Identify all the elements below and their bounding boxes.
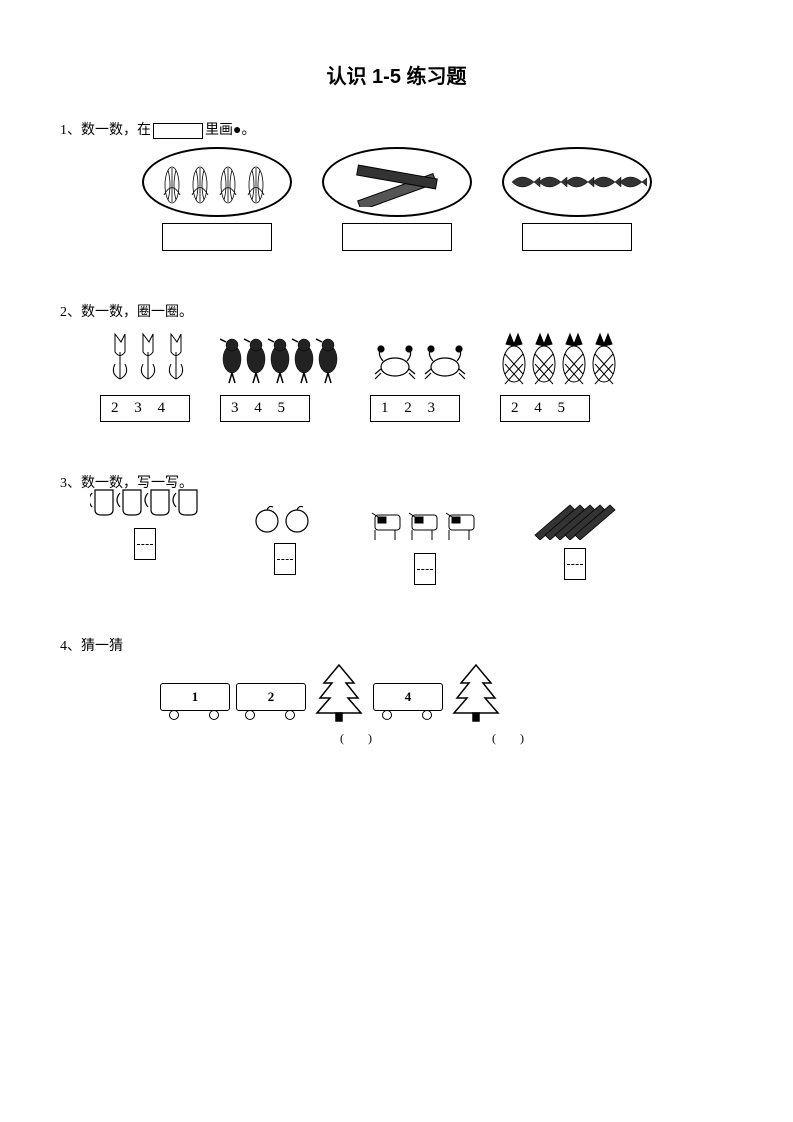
car-2: 2 bbox=[236, 683, 306, 711]
q2-text: 2、数一数，圈一圈。 bbox=[60, 301, 733, 321]
crab-icon bbox=[370, 334, 470, 389]
car-4-num: 4 bbox=[405, 689, 412, 705]
answer-box-2[interactable] bbox=[342, 223, 452, 251]
q3-item-1 bbox=[90, 480, 200, 560]
q4-text: 4、猜一猜 bbox=[60, 635, 733, 655]
oval-rulers bbox=[322, 147, 472, 217]
tree-icon bbox=[449, 663, 504, 723]
paren-1[interactable]: ( ) bbox=[340, 729, 372, 746]
inline-box bbox=[153, 123, 203, 139]
q1-text: 1、数一数，在 里画●。 bbox=[60, 119, 733, 139]
q3-item-4 bbox=[530, 500, 620, 580]
num-box-4[interactable]: 2 4 5 bbox=[500, 395, 590, 422]
question-4: 4、猜一猜 1 2 4 ( ) ( ) bbox=[60, 635, 733, 746]
corn-icon bbox=[152, 155, 282, 210]
cup-icon bbox=[90, 480, 200, 520]
cow-icon bbox=[370, 500, 480, 545]
q3-item-3 bbox=[370, 500, 480, 585]
pineapple-icon bbox=[500, 329, 620, 389]
question-2: 2、数一数，圈一圈。 2 3 4 bbox=[60, 301, 733, 422]
oval-fish bbox=[502, 147, 652, 217]
q1-item-3 bbox=[502, 147, 652, 251]
num-box-3[interactable]: 1 2 3 bbox=[370, 395, 460, 422]
q1-item-1 bbox=[142, 147, 292, 251]
write-box-1[interactable] bbox=[134, 528, 156, 560]
page-title: 认识 1-5 练习题 bbox=[60, 60, 733, 89]
fish-icon bbox=[507, 157, 647, 207]
apple-icon bbox=[250, 500, 320, 535]
car-1: 1 bbox=[160, 683, 230, 711]
answer-box-3[interactable] bbox=[522, 223, 632, 251]
answer-box-1[interactable] bbox=[162, 223, 272, 251]
question-1: 1、数一数，在 里画●。 bbox=[60, 119, 733, 251]
tulip-icon bbox=[100, 329, 190, 389]
q2-item-2: 3 4 5 bbox=[220, 329, 340, 422]
train-row: 1 2 4 bbox=[160, 663, 600, 711]
car-1-num: 1 bbox=[192, 689, 199, 705]
pencil-icon bbox=[530, 500, 620, 540]
q1-label-a: 1、数一数，在 bbox=[60, 123, 151, 138]
q1-label-b: 里画●。 bbox=[205, 123, 255, 138]
question-3: 3、数一数，写一写。 bbox=[60, 472, 733, 585]
paren-2[interactable]: ( ) bbox=[492, 729, 524, 746]
write-box-3[interactable] bbox=[414, 553, 436, 585]
car-4: 4 bbox=[373, 683, 443, 711]
q1-item-2 bbox=[322, 147, 472, 251]
q2-item-3: 1 2 3 bbox=[370, 329, 470, 422]
car-2-num: 2 bbox=[268, 689, 275, 705]
num-box-1[interactable]: 2 3 4 bbox=[100, 395, 190, 422]
ruler-icon bbox=[347, 157, 447, 207]
q2-item-1: 2 3 4 bbox=[100, 329, 190, 422]
q3-item-2 bbox=[250, 500, 320, 575]
q2-item-4: 2 4 5 bbox=[500, 329, 620, 422]
write-box-2[interactable] bbox=[274, 543, 296, 575]
tree-icon bbox=[312, 663, 367, 723]
num-box-2[interactable]: 3 4 5 bbox=[220, 395, 310, 422]
bird-icon bbox=[220, 329, 340, 389]
write-box-4[interactable] bbox=[564, 548, 586, 580]
oval-corn bbox=[142, 147, 292, 217]
